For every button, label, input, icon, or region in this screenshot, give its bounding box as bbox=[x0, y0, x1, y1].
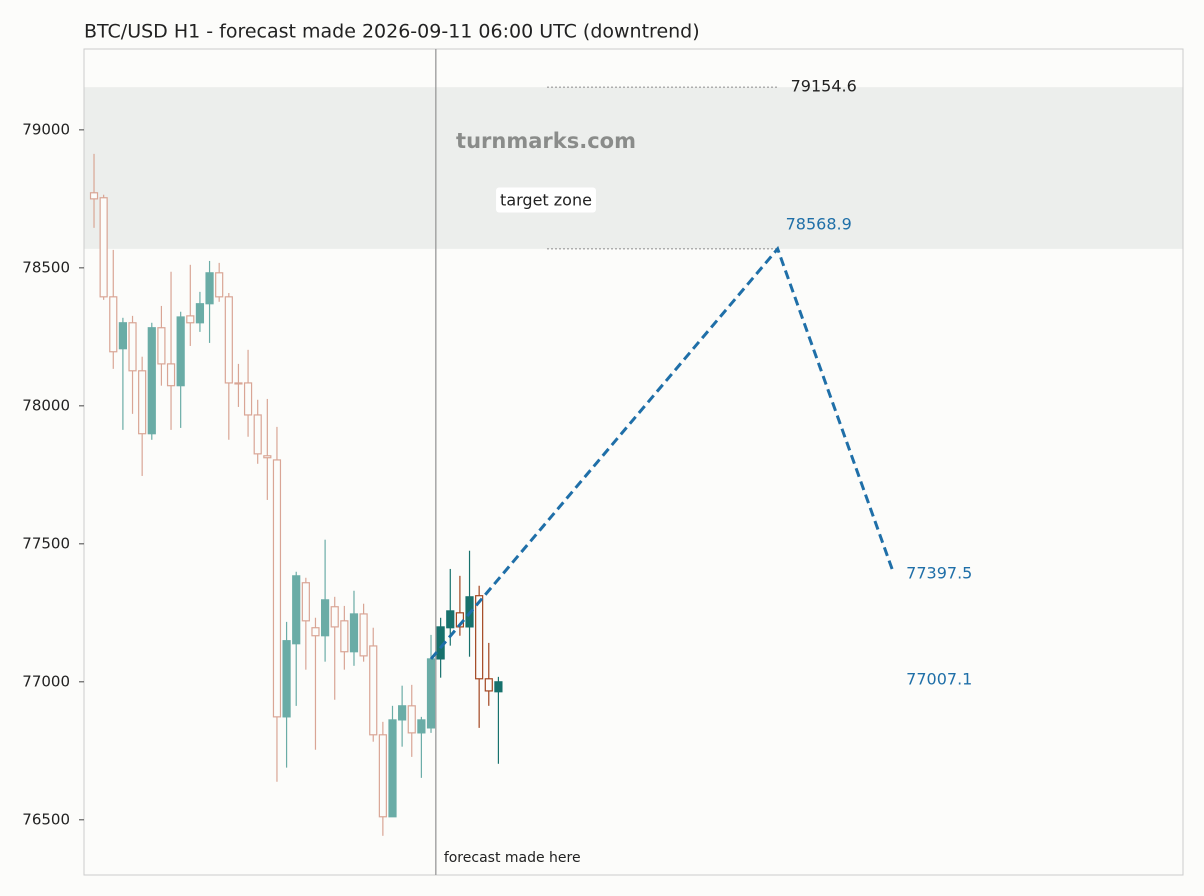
watermark: turnmarks.com bbox=[456, 129, 636, 153]
zone-label-box bbox=[496, 187, 596, 213]
y-tick-label: 79000 bbox=[22, 120, 70, 138]
candle-body bbox=[224, 296, 233, 384]
y-tick-label: 78500 bbox=[22, 258, 70, 276]
forecast-made-label: forecast made here bbox=[444, 850, 581, 866]
y-tick-label: 76500 bbox=[22, 810, 70, 828]
candle-body bbox=[253, 414, 262, 455]
candle-body bbox=[407, 705, 416, 734]
candle-body bbox=[330, 606, 339, 628]
candle-body bbox=[369, 645, 378, 736]
y-tick-label: 77500 bbox=[22, 534, 70, 552]
y-tick-label: 78000 bbox=[22, 396, 70, 414]
candle-body bbox=[292, 575, 301, 645]
candle-body bbox=[417, 719, 426, 734]
candle-body bbox=[388, 719, 397, 818]
candle-body bbox=[138, 370, 147, 435]
plot-frame bbox=[83, 48, 1184, 876]
candle-body bbox=[359, 613, 368, 657]
candle-body bbox=[272, 459, 282, 718]
forecast-line bbox=[429, 245, 895, 660]
candle-body bbox=[215, 272, 224, 298]
forecast-peak-label: 78568.9 bbox=[786, 214, 852, 233]
candle-body bbox=[484, 678, 493, 692]
candle-body bbox=[378, 734, 387, 818]
candle-body bbox=[263, 455, 272, 459]
candle-body bbox=[349, 613, 359, 653]
candle-body bbox=[398, 705, 407, 721]
candle-body bbox=[340, 620, 349, 653]
candle-body bbox=[195, 303, 205, 324]
candle-body bbox=[243, 382, 253, 416]
candle-body bbox=[301, 582, 310, 622]
candle-body bbox=[89, 192, 99, 200]
candle-body bbox=[166, 363, 176, 387]
candle-body bbox=[157, 327, 166, 365]
zone-top-label: 79154.6 bbox=[791, 77, 857, 96]
candle-body bbox=[320, 599, 330, 637]
candle-body bbox=[176, 316, 185, 387]
candle-body bbox=[234, 382, 243, 385]
zone-label: target zone bbox=[500, 191, 592, 210]
candle-body bbox=[446, 610, 455, 629]
target-zone bbox=[84, 87, 1183, 249]
chart-title: BTC/USD H1 - forecast made 2026-09-11 06… bbox=[84, 21, 700, 43]
current-price-label: 77007.1 bbox=[906, 669, 972, 688]
candle-body bbox=[494, 681, 503, 693]
candle-body bbox=[475, 595, 484, 680]
candle-body bbox=[311, 627, 320, 637]
candle-body bbox=[186, 315, 195, 324]
candle-body bbox=[426, 658, 436, 729]
candle-body bbox=[205, 272, 214, 305]
forecast-end-label: 77397.5 bbox=[906, 564, 972, 583]
y-tick-label: 77000 bbox=[22, 672, 70, 690]
candle-body bbox=[147, 327, 156, 435]
candle-body bbox=[109, 296, 118, 353]
candle-body bbox=[99, 197, 108, 298]
candle-body bbox=[118, 322, 127, 350]
candle-body bbox=[128, 322, 137, 372]
candle-body bbox=[282, 640, 291, 718]
